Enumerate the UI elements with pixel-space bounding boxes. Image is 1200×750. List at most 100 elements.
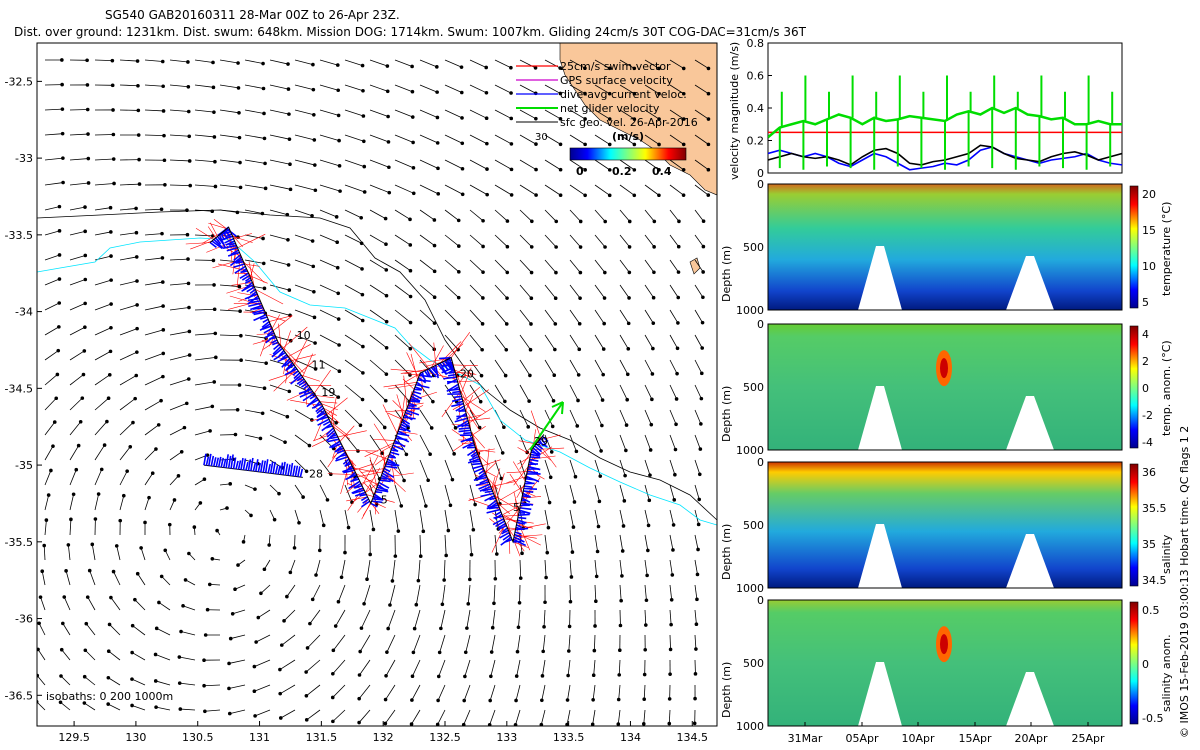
field-arrow-head xyxy=(545,550,550,555)
field-arrow xyxy=(40,597,46,611)
field-arrow-head xyxy=(558,66,563,70)
field-arrow xyxy=(469,484,476,505)
field-arrow xyxy=(469,184,488,195)
field-arrow xyxy=(319,184,341,192)
dive-vector xyxy=(501,527,508,533)
field-arrow xyxy=(469,384,482,402)
field-arrow-head xyxy=(384,293,389,298)
dive-vector xyxy=(514,533,522,539)
field-arrow-head xyxy=(288,162,292,167)
field-arrow-head xyxy=(133,396,137,401)
field-arrow-head xyxy=(167,522,172,527)
field-arrow-head xyxy=(361,371,365,375)
field-arrow xyxy=(144,353,164,361)
dive-vector xyxy=(292,370,299,376)
field-arrow xyxy=(644,59,660,69)
field-arrow-head xyxy=(102,443,107,447)
field-arrow xyxy=(567,659,571,676)
swim-vector xyxy=(321,403,339,411)
dive-vector xyxy=(471,453,479,459)
dive-vector xyxy=(489,497,496,501)
dive-vector xyxy=(271,339,278,344)
field-arrow-head xyxy=(509,142,514,146)
dive-vector xyxy=(381,472,389,478)
dive-vector xyxy=(480,492,494,498)
dive-vector xyxy=(428,368,437,378)
swim-vector xyxy=(402,378,415,390)
dive-vector xyxy=(325,427,335,436)
field-arrow-head xyxy=(118,518,123,523)
section-xtick-label: 10Apr xyxy=(901,732,935,745)
field-arrow xyxy=(394,234,411,246)
field-arrow xyxy=(594,409,603,426)
field-arrow-head xyxy=(136,83,140,88)
field-arrow xyxy=(110,597,121,611)
section-xtick-label: 05Apr xyxy=(845,732,879,745)
field-arrow-head xyxy=(500,451,505,455)
field-arrow-head xyxy=(495,552,499,556)
field-arrow xyxy=(113,571,121,586)
field-arrow-head xyxy=(227,661,231,666)
dive-vector xyxy=(523,487,538,491)
field-arrow-head xyxy=(330,695,335,700)
field-arrow-head xyxy=(106,649,111,653)
dive-vector xyxy=(222,228,230,234)
dive-vector xyxy=(219,231,231,236)
field-arrow xyxy=(669,409,677,425)
field-arrow xyxy=(519,234,533,248)
map-xtick-label: 134 xyxy=(620,731,641,744)
field-arrow xyxy=(269,134,290,140)
field-arrow-head xyxy=(278,716,283,720)
field-arrow xyxy=(319,284,339,294)
velocity-ytick-label: 0 xyxy=(757,167,764,180)
field-arrow xyxy=(69,469,77,486)
field-arrow xyxy=(333,634,346,651)
field-arrow-head xyxy=(493,576,498,581)
field-arrow xyxy=(669,259,679,273)
dive-vector xyxy=(262,318,269,324)
field-arrow-head xyxy=(61,180,65,185)
field-arrow xyxy=(44,254,60,261)
field-arrow-head xyxy=(657,117,661,121)
swim-vector xyxy=(515,498,519,518)
track-label: 19 xyxy=(321,386,335,399)
field-arrow xyxy=(44,230,60,236)
field-arrow-head xyxy=(542,625,546,629)
field-arrow xyxy=(369,59,388,67)
field-arrow-head xyxy=(260,411,265,416)
dive-vector xyxy=(249,288,256,294)
swim-vector xyxy=(360,468,385,474)
field-arrow xyxy=(494,484,501,504)
field-arrow xyxy=(519,434,528,453)
dive-vector xyxy=(213,238,224,249)
field-arrow xyxy=(419,84,438,93)
field-arrow-head xyxy=(593,624,597,628)
swim-vector xyxy=(519,451,532,470)
section-frame xyxy=(767,323,1123,451)
dive-vector xyxy=(398,428,407,432)
field-arrow-head xyxy=(554,245,558,249)
field-arrow xyxy=(332,709,346,722)
field-arrow-head xyxy=(161,84,165,89)
field-arrow xyxy=(286,584,296,597)
field-arrow xyxy=(359,659,371,676)
dive-vector xyxy=(303,384,309,390)
field-arrow-head xyxy=(632,91,637,96)
dive-vector xyxy=(525,475,540,483)
field-arrow xyxy=(594,509,599,527)
swim-vector xyxy=(514,534,537,539)
field-arrow xyxy=(43,545,46,561)
swim-vector xyxy=(476,448,495,453)
field-arrow-head xyxy=(565,698,570,702)
field-arrow xyxy=(669,284,679,298)
field-arrow-head xyxy=(150,471,155,476)
field-arrow xyxy=(644,484,650,501)
field-arrow xyxy=(544,334,556,350)
field-arrow-head xyxy=(128,444,133,449)
field-arrow xyxy=(244,59,264,64)
legend-sfc: sfc geo. vel. 26-Apr-2016 xyxy=(560,116,698,129)
field-arrow-head xyxy=(249,513,253,518)
field-arrow-head xyxy=(598,474,603,478)
field-arrow xyxy=(469,209,484,222)
field-arrow xyxy=(164,550,171,561)
